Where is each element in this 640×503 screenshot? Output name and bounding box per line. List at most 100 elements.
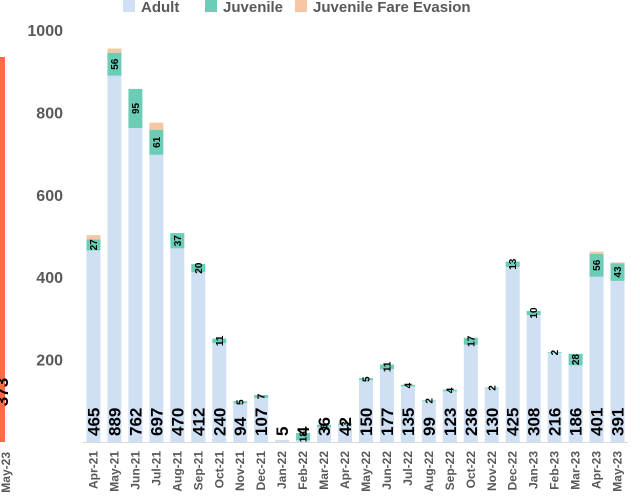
bar-juvenile-nov-21	[233, 401, 248, 404]
data-label-juvenile-dec-21: 7	[257, 393, 268, 399]
x-tick-label-feb-22: Feb-22	[296, 451, 310, 490]
bar-adult-feb-23	[547, 353, 562, 442]
bar-adult-nov-22	[484, 388, 499, 442]
x-tick-label-jun-22: Jun-22	[380, 451, 394, 490]
x-tick-label-apr-23: Apr-23	[590, 451, 604, 489]
y-tick-label-600: 600	[36, 188, 63, 205]
x-tick-label-dec-22: Dec-22	[506, 451, 520, 491]
bar-adult-jun-22	[379, 369, 394, 442]
data-label-adult-sep-22: 123	[441, 408, 460, 436]
bar-adult-mar-22	[317, 427, 332, 442]
data-label-adult-dec-21: 107	[252, 408, 271, 436]
bar-juvenile-mar-23	[568, 353, 583, 366]
bar-juvenile-oct-21	[212, 338, 227, 344]
side-panel-category-label: May-23	[0, 452, 13, 493]
bar-adult-sep-22	[442, 391, 457, 442]
bar-juvenile-apr-22	[338, 423, 353, 425]
x-tick-label-aug-22: Aug-22	[422, 451, 436, 492]
x-tick-label-oct-21: Oct-21	[212, 451, 226, 489]
y-axis: 200 400 600 800 1000	[27, 23, 63, 370]
x-tick-label-feb-23: Feb-23	[548, 451, 562, 490]
y-tick-label-800: 800	[36, 105, 63, 122]
bar-juvenile-oct-22	[463, 337, 478, 345]
bar-adult-aug-22	[421, 401, 436, 442]
data-label-juvenile-may-22: 5	[361, 376, 372, 382]
x-tick-label-jul-22: Jul-22	[401, 451, 415, 486]
data-label-juvenile-apr-21: 27	[89, 239, 100, 251]
y-tick-label-200: 200	[36, 353, 63, 370]
x-tick-label-oct-22: Oct-22	[464, 451, 478, 489]
legend-label-adult: Adult	[141, 0, 179, 16]
bar-juvenile-nov-22	[484, 387, 499, 389]
data-label-adult-may-21: 889	[105, 408, 124, 436]
bar-adult-aug-21	[170, 248, 185, 442]
bar-juvenile-aug-21	[170, 233, 185, 249]
bar-juvenile-apr-23	[589, 253, 604, 277]
bar-adult-jan-23	[526, 315, 541, 442]
data-label-juvenile-feb-22: 18	[299, 431, 310, 443]
x-tick-label-mar-23: Mar-23	[569, 451, 583, 490]
bar-adult-feb-22	[296, 440, 311, 442]
data-label-juvenile-mar-23: 28	[571, 354, 582, 366]
data-label-juvenile-aug-21: 37	[173, 235, 184, 247]
data-label-juvenile-jan-23: 10	[529, 307, 540, 319]
data-label-juvenile-dec-22: 13	[508, 258, 519, 270]
bar-adult-apr-22	[338, 424, 353, 442]
data-label-juvenile-nov-22: 2	[487, 385, 498, 391]
data-label-juvenile-sep-21: 20	[194, 262, 205, 274]
bar-juvenile-jan-23	[526, 310, 541, 316]
data-label-adult-apr-22: 42	[336, 417, 355, 436]
data-label-juvenile-oct-22: 17	[466, 335, 477, 347]
data-label-adult-jun-21: 762	[126, 408, 145, 436]
legend-swatch-juvenile-fare-evasion	[295, 0, 307, 12]
legend-label-juvenile: Juvenile	[223, 0, 283, 16]
data-label-adult-jun-22: 177	[378, 408, 397, 436]
bar-juvenile-mar-22	[317, 424, 332, 428]
x-tick-label-dec-21: Dec-21	[254, 451, 268, 491]
bar-juvenile-sep-22	[442, 389, 457, 392]
bar-adult-mar-23	[568, 365, 583, 442]
y-tick-label-400: 400	[36, 270, 63, 287]
legend-swatch-adult	[123, 0, 135, 12]
bar-adult-sep-21	[191, 272, 206, 442]
x-tick-label-aug-21: Aug-21	[170, 451, 184, 492]
data-label-juvenile-feb-23: 2	[550, 349, 561, 355]
bar-juvenile-sep-21	[191, 264, 206, 273]
data-label-adult-may-23: 391	[609, 408, 628, 436]
legend-swatch-juvenile	[205, 0, 217, 12]
bar-juvenile-feb-23	[547, 352, 562, 354]
bar-adult-may-21	[107, 75, 122, 443]
bar-juvenile-fare-evasion-may-23	[610, 262, 625, 264]
x-tick-label-may-21: May-21	[107, 451, 121, 492]
bar-juvenile-jun-21	[128, 88, 143, 129]
bar-juvenile-dec-21	[254, 395, 269, 398]
data-label-adult-feb-23: 216	[546, 408, 565, 436]
data-label-juvenile-jul-22: 4	[403, 382, 414, 388]
bar-adult-oct-22	[463, 344, 478, 442]
x-tick-label-may-22: May-22	[359, 451, 373, 492]
bar-juvenile-jun-22	[379, 364, 394, 370]
data-label-adult-feb-22: 4	[294, 426, 313, 436]
bar-adult-jan-22	[275, 439, 290, 442]
data-label-adult-mar-23: 186	[567, 408, 586, 436]
bars: 4652788956762956976147037412202401194510…	[84, 48, 628, 443]
data-label-adult-oct-22: 236	[462, 408, 481, 436]
data-label-adult-nov-22: 130	[483, 408, 502, 436]
bar-adult-nov-21	[233, 403, 248, 442]
data-label-juvenile-apr-23: 56	[592, 259, 603, 271]
x-tick-label-jun-21: Jun-21	[128, 451, 142, 490]
bar-juvenile-may-23	[610, 263, 625, 281]
data-label-juvenile-apr-22: 3	[341, 421, 352, 427]
bar-adult-oct-21	[212, 343, 227, 442]
data-label-juvenile-may-23: 43	[613, 266, 624, 278]
data-label-adult-sep-21: 412	[189, 408, 208, 436]
x-tick-label-jul-21: Jul-21	[149, 451, 163, 486]
side-panel-bar	[0, 57, 5, 442]
bar-adult-apr-23	[589, 276, 604, 442]
data-label-adult-jan-23: 308	[525, 408, 544, 436]
bar-juvenile-apr-21	[86, 239, 101, 251]
x-tick-label-jan-22: Jan-22	[275, 451, 289, 489]
data-label-juvenile-mar-22: 6	[320, 423, 331, 429]
bar-juvenile-jul-21	[149, 129, 164, 155]
data-label-juvenile-nov-21: 5	[236, 399, 247, 405]
